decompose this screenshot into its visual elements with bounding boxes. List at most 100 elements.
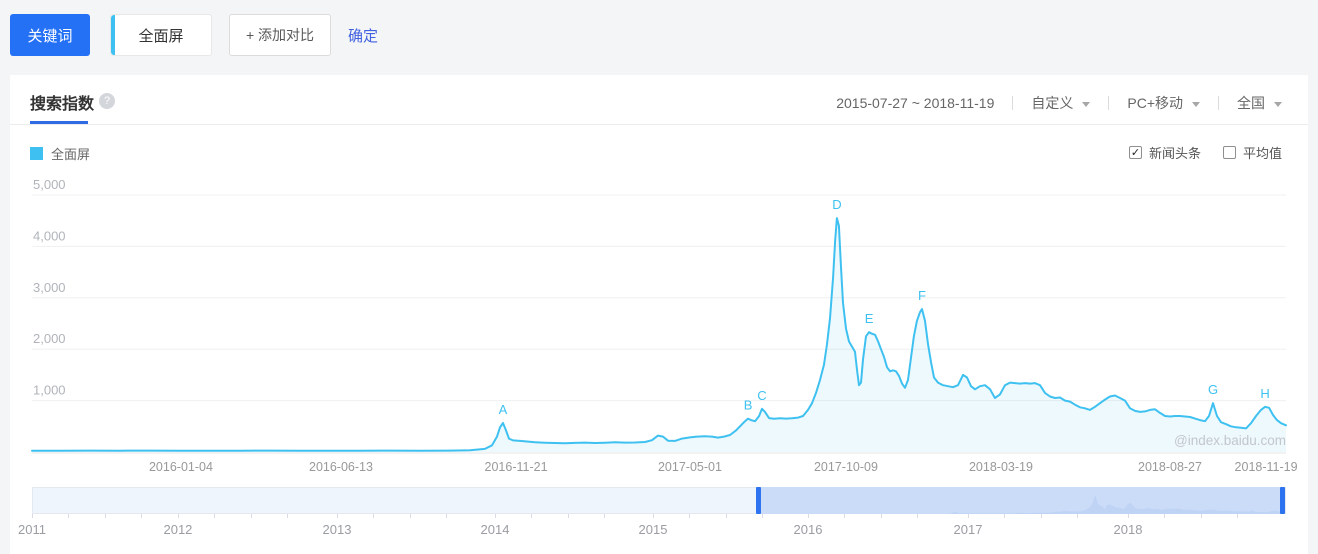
- legend-item[interactable]: 全面屏: [30, 144, 90, 163]
- slider-tick: [880, 514, 882, 518]
- legend-swatch: [30, 147, 43, 160]
- chevron-down-icon: [1192, 101, 1200, 107]
- keyword-tab[interactable]: 全面屏: [110, 14, 212, 56]
- header-divider: [10, 124, 1308, 125]
- slider-tick: [373, 514, 375, 518]
- slider-tick: [32, 514, 33, 518]
- year-label-2011: 2011: [18, 522, 46, 537]
- slider-tick: [446, 514, 448, 518]
- slider-tick: [287, 514, 289, 518]
- slider-tick: [68, 514, 70, 518]
- x-axis-label: 2018-08-27: [1138, 460, 1202, 474]
- dropdown-device-label: PC+移动: [1127, 95, 1183, 111]
- add-compare-button[interactable]: + 添加对比: [229, 14, 331, 56]
- slider-tick: [844, 514, 846, 518]
- toolbar: 关键词 全面屏 + 添加对比 确定: [10, 14, 378, 56]
- peak-annotation-A[interactable]: A: [499, 402, 508, 417]
- dropdown-region-label: 全国: [1237, 95, 1265, 111]
- keyword-accent-bar: [111, 15, 115, 55]
- toggle-average-label[interactable]: 平均值: [1242, 146, 1282, 161]
- year-label-2018: 2018: [1113, 522, 1143, 537]
- slider-tick: [1004, 514, 1006, 518]
- toggle-news-headlines-label[interactable]: 新闻头条: [1148, 146, 1201, 161]
- y-axis-label: 3,000: [33, 280, 66, 295]
- x-axis-label: 2016-01-04: [149, 460, 213, 474]
- peak-annotation-C[interactable]: C: [757, 388, 766, 403]
- dropdown-region[interactable]: 全国: [1237, 93, 1282, 113]
- slider-tick: [725, 514, 727, 518]
- keyword-button[interactable]: 关键词: [10, 14, 90, 56]
- x-axis-label: 2016-11-21: [485, 460, 548, 474]
- y-axis-label: 2,000: [33, 331, 66, 346]
- year-label-2012: 2012: [163, 522, 193, 537]
- help-icon[interactable]: ?: [99, 93, 115, 109]
- slider-tick: [104, 514, 106, 518]
- slider-tick: [1200, 514, 1202, 518]
- slider-handle-left[interactable]: [755, 487, 761, 514]
- year-label-2015: 2015: [638, 522, 668, 537]
- confirm-link[interactable]: 确定: [348, 27, 379, 45]
- y-axis-label: 1,000: [33, 383, 66, 398]
- header-controls: 2015-07-27 ~ 2018-11-19 自定义 PC+移动 全国: [836, 93, 1282, 113]
- slider-tick: [762, 514, 764, 518]
- x-axis-label: 2018-11-19: [1235, 460, 1298, 474]
- date-range[interactable]: 2015-07-27 ~ 2018-11-19: [836, 95, 995, 111]
- year-label-2014: 2014: [480, 522, 510, 537]
- x-axis-label: 2016-06-13: [309, 460, 373, 474]
- slider-tick: [807, 514, 809, 518]
- chevron-down-icon: [1082, 101, 1091, 107]
- add-compare-label: + 添加对比: [245, 27, 315, 43]
- slider-selected-range[interactable]: [757, 487, 1283, 514]
- search-index-panel: 搜索指数 ? 2015-07-27 ~ 2018-11-19 自定义 PC+移动…: [10, 75, 1308, 554]
- slider-tick: [1077, 514, 1079, 518]
- slider-tick: [567, 514, 569, 518]
- slider-tick: [689, 514, 691, 518]
- peak-annotation-B[interactable]: B: [744, 398, 753, 413]
- peak-annotation-F[interactable]: F: [918, 288, 926, 303]
- divider: [1218, 96, 1219, 110]
- watermark: @index.baidu.com: [1174, 433, 1286, 448]
- slider-tick: [250, 514, 252, 518]
- x-axis-label: 2017-05-01: [658, 460, 722, 474]
- search-index-chart[interactable]: 1,000 2,000 3,000 4,000 5,000 2016-01-04 2016-…: [10, 175, 1308, 487]
- active-tab-underline: [30, 121, 88, 124]
- peak-annotation-E[interactable]: E: [865, 311, 874, 326]
- toggle-news-headlines[interactable]: ✓ 新闻头条: [1128, 143, 1201, 162]
- dropdown-custom-range-label: 自定义: [1031, 95, 1074, 111]
- dropdown-device[interactable]: PC+移动: [1127, 93, 1200, 113]
- series-line[interactable]: [31, 217, 1287, 452]
- slider-tick: [336, 514, 338, 518]
- year-label-2013: 2013: [322, 522, 352, 537]
- divider: [1012, 96, 1014, 110]
- slider-tick: [214, 514, 216, 518]
- slider-tick: [967, 514, 969, 518]
- slider-silhouette: [757, 495, 1283, 514]
- slider-handle-right[interactable]: [1279, 487, 1285, 514]
- page-title: 搜索指数: [30, 96, 95, 113]
- peak-annotation-H[interactable]: H: [1260, 386, 1269, 401]
- x-axis-label: 2017-10-09: [814, 460, 878, 474]
- checkbox-news-headlines[interactable]: ✓: [1128, 146, 1142, 159]
- slider-tick: [409, 514, 411, 518]
- legend-label: 全面屏: [51, 147, 91, 162]
- slider-track[interactable]: [32, 487, 1286, 514]
- keyword-tab-label: 全面屏: [138, 27, 184, 45]
- slider-tick: [1040, 514, 1042, 518]
- timeline-slider: 2011 2012 2013 2014 2015 2016 2017 2018: [10, 487, 1308, 547]
- peak-annotation-G[interactable]: G: [1208, 382, 1218, 397]
- dropdown-custom-range[interactable]: 自定义: [1031, 93, 1091, 113]
- toggle-average[interactable]: 平均值: [1222, 143, 1282, 162]
- slider-tick: [1127, 514, 1129, 518]
- series-area: [32, 218, 1286, 452]
- chevron-down-icon: [1274, 101, 1282, 107]
- slider-tick: [917, 514, 919, 518]
- slider-tick: [1237, 514, 1239, 518]
- checkbox-average[interactable]: [1222, 146, 1236, 159]
- slider-tick: [604, 514, 606, 518]
- year-label-2017: 2017: [953, 522, 983, 537]
- year-label-2016: 2016: [793, 522, 823, 537]
- slider-tick: [177, 514, 179, 518]
- peak-annotation-D[interactable]: D: [832, 197, 841, 212]
- chart-toggles: ✓ 新闻头条 平均值: [1107, 143, 1282, 162]
- y-axis-label: 5,000: [33, 177, 66, 192]
